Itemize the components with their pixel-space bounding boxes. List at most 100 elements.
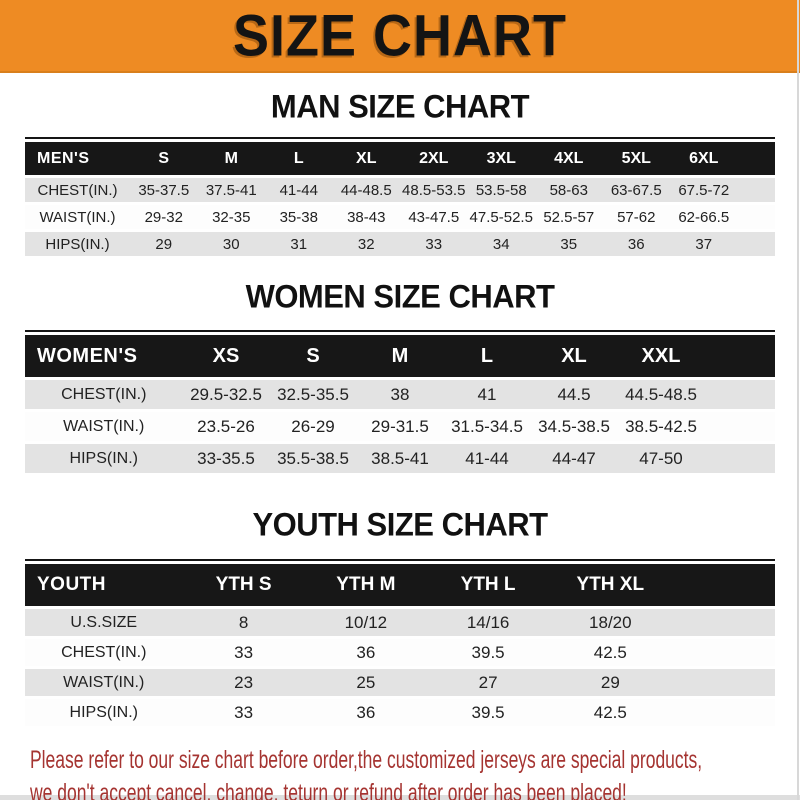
size-value-cell: 42.5 [549,639,672,666]
size-value-cell: 29 [549,669,672,696]
size-value-cell: 44.5-48.5 [617,380,705,409]
youth-size-table: YOUTH YTH S YTH M YTH L YTH XL U.S.SIZE … [25,561,775,729]
youth-section-heading: YOUTH SIZE CHART [0,505,800,544]
table-row: CHEST(IN.) 29.5-32.5 32.5-35.5 38 41 44.… [25,380,775,409]
women-section-heading-text: WOMEN SIZE CHART [245,277,555,316]
table-row: WAIST(IN.) 23 25 27 29 [25,669,775,696]
size-value-cell: 44-47 [530,444,618,473]
size-value-cell: 38.5-42.5 [617,412,705,441]
column-header: 4XL [535,142,603,175]
women-header-row: WOMEN'S XS S M L XL XXL [25,335,775,377]
column-header: XS [182,335,270,377]
women-table-top-border [25,330,775,332]
size-value-cell: 67.5-72 [670,178,738,202]
size-value-cell: 23.5-26 [182,412,270,441]
size-value-cell: 31 [265,232,333,256]
measurement-label: U.S.SIZE [25,609,183,636]
measurement-label: WAIST(IN.) [25,669,183,696]
size-value-cell: 14/16 [426,609,550,636]
size-value-cell: 48.5-53.5 [400,178,468,202]
column-header: YTH L [426,564,550,606]
column-header-pad [671,564,775,606]
column-header: L [443,335,531,377]
size-value-cell: 32-35 [197,205,265,229]
youth-header-row: YOUTH YTH S YTH M YTH L YTH XL [25,564,775,606]
men-corner-label: MEN'S [25,142,130,175]
measurement-label: CHEST(IN.) [25,178,130,202]
size-value-cell-pad [671,639,775,666]
size-value-cell: 35-38 [265,205,333,229]
column-header: S [269,335,357,377]
size-value-cell: 37.5-41 [197,178,265,202]
size-value-cell: 31.5-34.5 [443,412,531,441]
size-value-cell: 30 [197,232,265,256]
size-value-cell: 33-35.5 [182,444,270,473]
column-header: XL [332,142,400,175]
size-value-cell: 44.5 [530,380,618,409]
size-value-cell: 34.5-38.5 [530,412,618,441]
size-value-cell: 47-50 [617,444,705,473]
size-value-cell: 25 [304,669,427,696]
column-header: 2XL [400,142,468,175]
column-header: XXL [617,335,705,377]
size-value-cell: 38-43 [332,205,400,229]
size-value-cell: 29 [130,232,198,256]
men-table-top-border [25,137,775,139]
size-value-cell: 41-44 [265,178,333,202]
size-value-cell-pad [704,412,775,441]
size-value-cell: 33 [182,699,305,726]
column-header: YTH XL [549,564,672,606]
youth-table-top-border [25,559,775,561]
column-header: YTH M [304,564,427,606]
size-value-cell: 35.5-38.5 [269,444,357,473]
measurement-label: HIPS(IN.) [25,699,183,726]
measurement-label: CHEST(IN.) [25,380,183,409]
women-corner-label: WOMEN'S [25,335,183,377]
size-value-cell: 41-44 [443,444,531,473]
table-row: HIPS(IN.) 29 30 31 32 33 34 35 36 37 [25,232,775,256]
youth-corner-label: YOUTH [25,564,183,606]
size-value-cell: 39.5 [426,699,550,726]
size-value-cell: 58-63 [535,178,603,202]
size-value-cell: 43-47.5 [400,205,468,229]
column-header: XL [530,335,618,377]
size-value-cell-pad [737,178,775,202]
size-value-cell: 29-32 [130,205,198,229]
size-value-cell: 8 [182,609,305,636]
measurement-label: HIPS(IN.) [25,444,183,473]
size-value-cell: 36 [602,232,670,256]
size-value-cell: 57-62 [602,205,670,229]
size-value-cell: 33 [400,232,468,256]
size-value-cell: 36 [304,639,427,666]
size-value-cell-pad [737,232,775,256]
size-value-cell: 47.5-52.5 [467,205,535,229]
measurement-label: HIPS(IN.) [25,232,130,256]
size-value-cell: 10/12 [304,609,427,636]
table-row: WAIST(IN.) 29-32 32-35 35-38 38-43 43-47… [25,205,775,229]
size-value-cell: 42.5 [549,699,672,726]
size-value-cell: 38 [356,380,444,409]
man-section-heading-text: MAN SIZE CHART [270,87,530,126]
women-size-table: WOMEN'S XS S M L XL XXL CHEST(IN.) 29.5-… [25,332,775,476]
order-notice-line-2: we don't accept cancel, change, teturn o… [30,779,627,800]
column-header: L [265,142,333,175]
column-header-pad [737,142,775,175]
table-row: WAIST(IN.) 23.5-26 26-29 29-31.5 31.5-34… [25,412,775,441]
size-value-cell: 52.5-57 [535,205,603,229]
men-header-row: MEN'S S M L XL 2XL 3XL 4XL 5XL 6XL [25,142,775,175]
size-value-cell-pad [671,699,775,726]
size-value-cell: 32 [332,232,400,256]
size-value-cell: 53.5-58 [467,178,535,202]
size-chart-banner: SIZE CHART [0,0,800,73]
size-value-cell: 29-31.5 [356,412,444,441]
size-value-cell: 32.5-35.5 [269,380,357,409]
size-value-cell: 26-29 [269,412,357,441]
youth-section-heading-text: YOUTH SIZE CHART [252,505,548,544]
column-header: S [130,142,198,175]
size-value-cell: 34 [467,232,535,256]
order-notice: Please refer to our size chart before or… [0,744,800,800]
table-row: HIPS(IN.) 33 36 39.5 42.5 [25,699,775,726]
size-value-cell: 37 [670,232,738,256]
size-value-cell: 29.5-32.5 [182,380,270,409]
